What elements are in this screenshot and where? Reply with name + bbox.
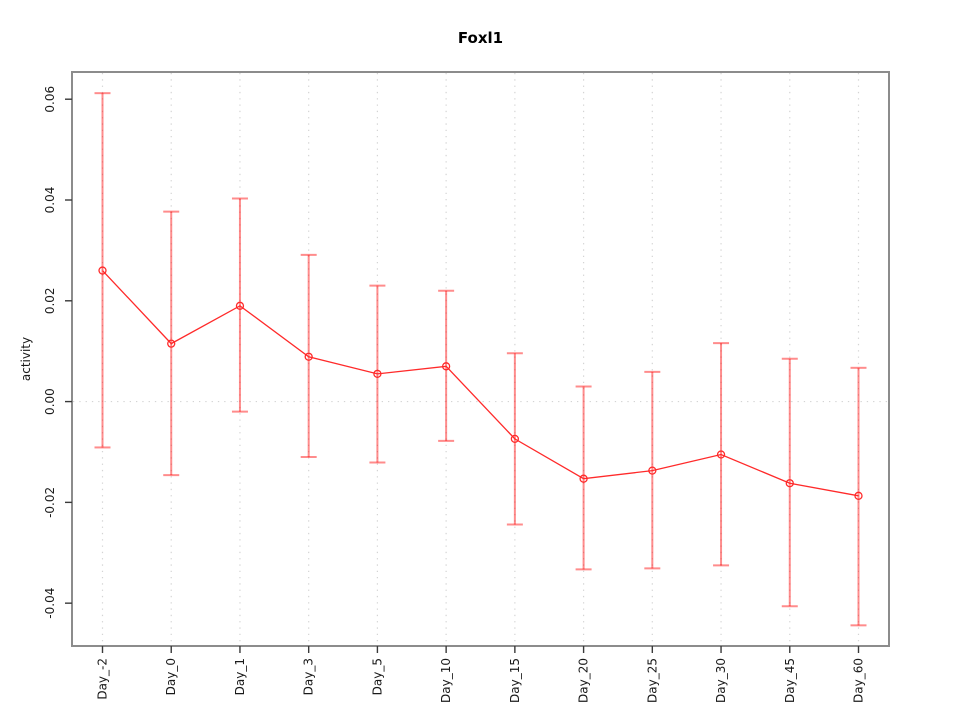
data-point bbox=[785, 479, 794, 488]
data-point bbox=[235, 301, 245, 310]
x-tick-label: Day_1 bbox=[233, 658, 247, 695]
x-tick-label: Day_30 bbox=[714, 658, 728, 703]
chart-title: Foxl1 bbox=[457, 29, 504, 47]
x-tick-label: Day_10 bbox=[439, 658, 453, 703]
data-point bbox=[510, 434, 520, 444]
x-tick-label: Day_20 bbox=[577, 658, 591, 703]
x-tick-label: Day_45 bbox=[783, 658, 797, 703]
data-point bbox=[373, 369, 382, 379]
data-point bbox=[579, 474, 588, 483]
plot-border bbox=[71, 71, 890, 647]
x-tick-label: Day_25 bbox=[645, 658, 659, 703]
data-point bbox=[648, 466, 657, 475]
data-point bbox=[854, 491, 863, 500]
x-tick-label: Day_60 bbox=[852, 658, 866, 703]
x-tick-label: Day_0 bbox=[164, 658, 178, 695]
y-tick-label: 0.02 bbox=[43, 287, 57, 314]
y-tick-label: 0.00 bbox=[43, 388, 57, 415]
x-tick-label: Day_5 bbox=[370, 658, 384, 695]
y-tick-label: 0.06 bbox=[43, 86, 57, 113]
y-tick-label: 0.04 bbox=[43, 187, 57, 214]
data-point bbox=[441, 362, 451, 371]
x-tick-label: Day_-2 bbox=[96, 658, 110, 700]
y-tick-label: -0.02 bbox=[43, 487, 57, 518]
data-point bbox=[716, 450, 726, 459]
y-tick-label: -0.04 bbox=[43, 588, 57, 619]
series-line bbox=[102, 270, 859, 497]
x-tick-label: Day_3 bbox=[302, 658, 316, 695]
data-point bbox=[167, 339, 176, 348]
data-point bbox=[304, 352, 313, 361]
data-point bbox=[98, 266, 107, 275]
x-tick-label: Day_15 bbox=[508, 658, 522, 703]
